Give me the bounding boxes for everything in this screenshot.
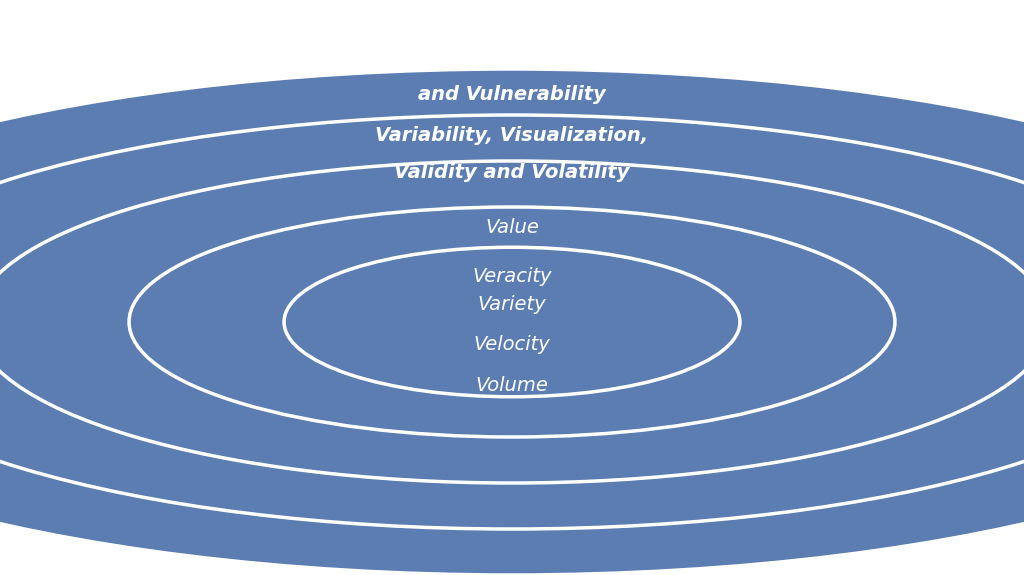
Text: Validity and Volatility: Validity and Volatility bbox=[394, 163, 630, 182]
Ellipse shape bbox=[0, 69, 1024, 575]
Text: Veracity: Veracity bbox=[472, 266, 552, 286]
Ellipse shape bbox=[284, 247, 740, 397]
Ellipse shape bbox=[129, 207, 895, 437]
Text: Value: Value bbox=[485, 217, 539, 237]
Text: Velocity: Velocity bbox=[474, 335, 550, 355]
Text: Variability, Visualization,: Variability, Visualization, bbox=[376, 125, 648, 145]
Ellipse shape bbox=[0, 161, 1024, 483]
Text: and Vulnerability: and Vulnerability bbox=[418, 85, 606, 105]
Ellipse shape bbox=[0, 115, 1024, 529]
Text: Variety: Variety bbox=[477, 295, 547, 315]
Text: Volume: Volume bbox=[475, 375, 549, 395]
